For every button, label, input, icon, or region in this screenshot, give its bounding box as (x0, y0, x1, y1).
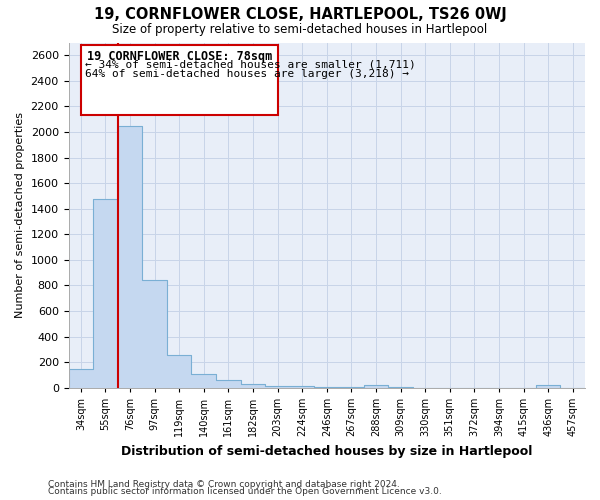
X-axis label: Distribution of semi-detached houses by size in Hartlepool: Distribution of semi-detached houses by … (121, 444, 532, 458)
Text: ← 34% of semi-detached houses are smaller (1,711): ← 34% of semi-detached houses are smalle… (85, 59, 415, 69)
Text: Contains HM Land Registry data © Crown copyright and database right 2024.: Contains HM Land Registry data © Crown c… (48, 480, 400, 489)
Text: 64% of semi-detached houses are larger (3,218) →: 64% of semi-detached houses are larger (… (85, 68, 409, 78)
Text: 19, CORNFLOWER CLOSE, HARTLEPOOL, TS26 0WJ: 19, CORNFLOWER CLOSE, HARTLEPOOL, TS26 0… (94, 8, 506, 22)
Text: 19 CORNFLOWER CLOSE: 78sqm: 19 CORNFLOWER CLOSE: 78sqm (86, 50, 272, 62)
FancyBboxPatch shape (81, 45, 278, 116)
Text: Contains public sector information licensed under the Open Government Licence v3: Contains public sector information licen… (48, 488, 442, 496)
Y-axis label: Number of semi-detached properties: Number of semi-detached properties (15, 112, 25, 318)
Text: Size of property relative to semi-detached houses in Hartlepool: Size of property relative to semi-detach… (112, 22, 488, 36)
